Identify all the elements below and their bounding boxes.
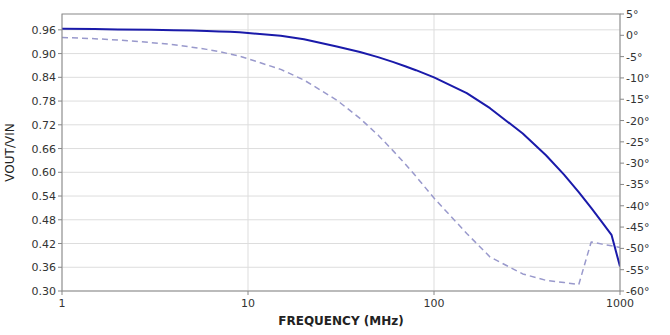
y2-tick-label: -60° — [626, 285, 649, 298]
x-tick-label: 1000 — [606, 297, 634, 310]
y2-tick-label: -30° — [626, 157, 649, 170]
y-tick — [58, 219, 62, 220]
y-axis-label: VOUT/VIN — [3, 123, 17, 181]
y2-tick — [620, 35, 624, 36]
y-tick-label: 0.60 — [32, 166, 57, 179]
plot-background — [62, 14, 620, 291]
x-grid-line — [434, 14, 435, 291]
y2-tick-label: -25° — [626, 136, 649, 149]
y-tick — [58, 124, 62, 125]
y-tick — [58, 148, 62, 149]
y-tick — [58, 101, 62, 102]
y-tick — [58, 29, 62, 30]
y-grid-line — [62, 77, 620, 78]
y-tick — [58, 172, 62, 173]
x-tick — [248, 291, 249, 295]
y2-tick — [620, 227, 624, 228]
y-tick-label: 0.72 — [32, 119, 57, 132]
y-tick-label: 0.90 — [32, 48, 57, 61]
lines — [62, 29, 620, 285]
y2-tick — [620, 163, 624, 164]
y2-tick — [620, 77, 624, 78]
y-grid-line — [62, 196, 620, 197]
y2-tick — [620, 99, 624, 100]
x-tick — [62, 291, 63, 295]
y2-tick — [620, 120, 624, 121]
y-grid-line — [62, 53, 620, 54]
y-tick-label: 0.54 — [32, 190, 57, 203]
y2-tick-label: -35° — [626, 178, 649, 191]
y-tick — [58, 267, 62, 268]
y2-tick — [620, 14, 624, 15]
y-tick — [58, 77, 62, 78]
y2-tick — [620, 205, 624, 206]
y2-tick — [620, 141, 624, 142]
y2-tick-label: -50° — [626, 242, 649, 255]
y-tick — [58, 291, 62, 292]
y-tick-label: 0.84 — [32, 71, 57, 84]
grid — [62, 14, 620, 291]
y-tick-label: 0.30 — [32, 285, 57, 298]
chart: 1 10 100 1000 0.30 0.36 0.42 0.48 0.54 0.60 0.66 0.… — [0, 0, 670, 335]
plot-frame — [62, 14, 620, 291]
y-grid-line — [62, 243, 620, 244]
series-line — [62, 37, 620, 284]
y-grid-line — [62, 101, 620, 102]
y2-tick — [620, 184, 624, 185]
y2-tick-label: -10° — [626, 72, 649, 85]
y2-tick-label: 0° — [626, 29, 639, 42]
y2-tick-label: -15° — [626, 93, 649, 106]
y2-tick-label: 5° — [626, 8, 639, 21]
y-grid-line — [62, 172, 620, 173]
y-tick — [58, 53, 62, 54]
x-tick — [620, 291, 621, 295]
y2-tick-label: -20° — [626, 115, 649, 128]
x-tick-label: 10 — [241, 297, 255, 310]
series-line — [62, 29, 620, 267]
x-grid-line — [248, 14, 249, 291]
y-tick — [58, 243, 62, 244]
y-tick-label: 0.78 — [32, 95, 57, 108]
y-tick-label: 0.42 — [32, 238, 57, 251]
y2-tick-label: -55° — [626, 264, 649, 277]
y2-tick — [620, 269, 624, 270]
y2-tick-label: -5° — [626, 51, 642, 64]
x-tick-label: 1 — [59, 297, 66, 310]
axes: 1 10 100 1000 0.30 0.36 0.42 0.48 0.54 0.60 0.66 0.… — [32, 8, 650, 310]
y2-tick-label: -45° — [626, 221, 649, 234]
y2-tick — [620, 291, 624, 292]
y-grid-line — [62, 148, 620, 149]
x-tick-label: 100 — [424, 297, 445, 310]
y-tick-label: 0.96 — [32, 24, 57, 37]
y-tick-label: 0.48 — [32, 214, 57, 227]
y-tick-label: 0.36 — [32, 261, 57, 274]
y-tick — [58, 196, 62, 197]
y2-tick — [620, 56, 624, 57]
y-grid-line — [62, 267, 620, 268]
x-tick — [434, 291, 435, 295]
y2-tick-label: -40° — [626, 200, 649, 213]
x-axis-label: FREQUENCY (MHz) — [278, 314, 403, 328]
y-grid-line — [62, 219, 620, 220]
y-grid-line — [62, 124, 620, 125]
y-tick-label: 0.66 — [32, 143, 57, 156]
y2-tick — [620, 248, 624, 249]
